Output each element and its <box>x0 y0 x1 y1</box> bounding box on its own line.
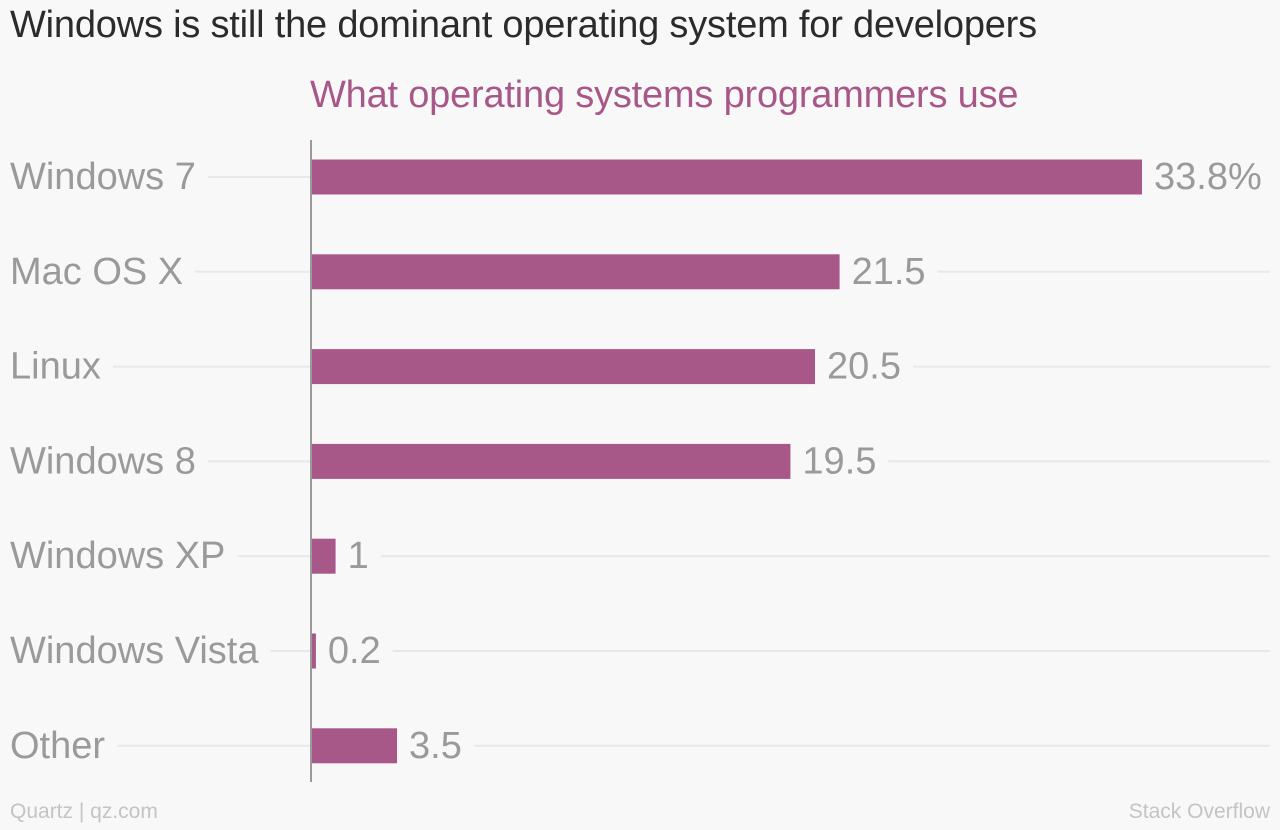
bar <box>311 728 398 764</box>
value-label: 20.5 <box>827 346 901 388</box>
value-label: 1 <box>348 535 369 577</box>
bar-chart: Windows 7 Mac OS X Linux Windows 8 Windows X… <box>10 140 1270 782</box>
category-labels: Windows 7 Mac OS X Linux Windows 8 Windows X… <box>10 156 259 767</box>
category-label: Other <box>10 725 105 767</box>
category-label: Windows 8 <box>10 440 196 482</box>
bar <box>311 159 1142 195</box>
bar <box>311 633 316 669</box>
chart-title: Windows is still the dominant operating … <box>10 4 1037 46</box>
value-label: 21.5 <box>852 251 926 293</box>
bar <box>311 443 791 479</box>
category-label: Windows XP <box>10 535 225 577</box>
category-label: Windows Vista <box>10 630 259 672</box>
footer-credit: Quartz | qz.com <box>10 800 158 823</box>
bar <box>311 349 816 385</box>
category-label: Mac OS X <box>10 251 183 293</box>
bars <box>311 159 1142 764</box>
value-label: 19.5 <box>802 440 876 482</box>
gridlines <box>112 176 1270 747</box>
value-label: 0.2 <box>328 630 381 672</box>
bar <box>311 538 336 574</box>
value-label: 33.8% <box>1154 156 1262 198</box>
value-label: 3.5 <box>409 725 462 767</box>
category-label: Linux <box>10 346 101 388</box>
value-labels: 33.8% 21.5 20.5 19.5 1 0.2 3.5 <box>328 156 1262 767</box>
bar <box>311 254 840 290</box>
category-label: Windows 7 <box>10 156 196 198</box>
footer-source: Stack Overflow <box>1128 800 1270 823</box>
chart-subtitle: What operating systems programmers use <box>310 74 1019 116</box>
